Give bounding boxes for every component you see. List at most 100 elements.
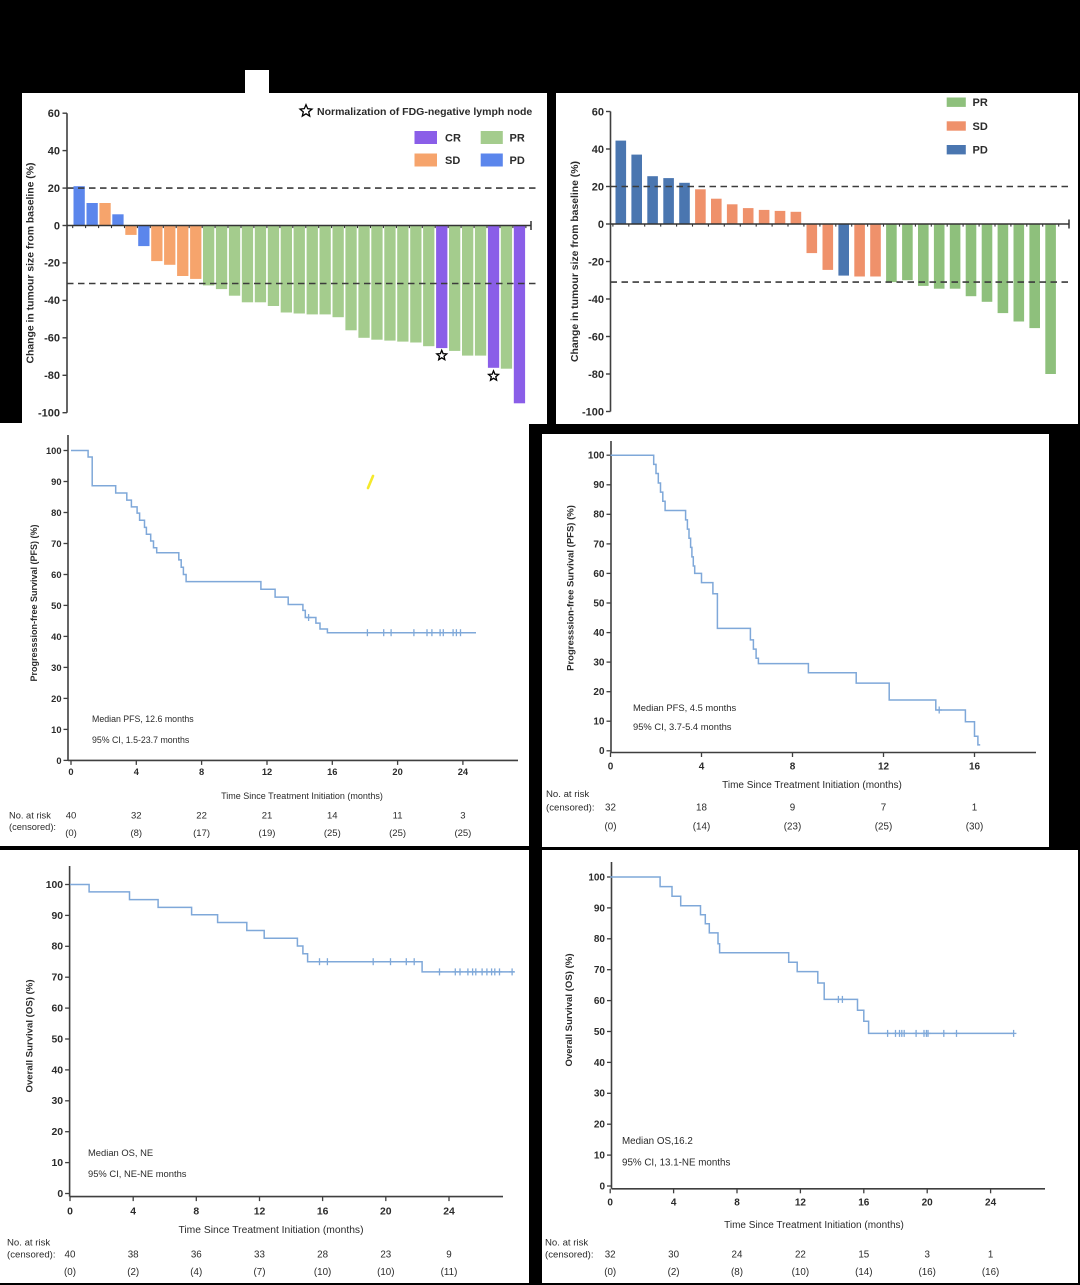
svg-text:PD: PD bbox=[973, 145, 988, 157]
svg-text:30: 30 bbox=[594, 1089, 606, 1100]
svg-text:60: 60 bbox=[51, 570, 61, 580]
svg-text:60: 60 bbox=[48, 108, 60, 120]
svg-text:50: 50 bbox=[52, 1034, 64, 1045]
svg-text:40: 40 bbox=[66, 811, 77, 822]
svg-text:20: 20 bbox=[592, 181, 604, 193]
svg-text:9: 9 bbox=[790, 803, 795, 814]
svg-text:No. at risk: No. at risk bbox=[7, 1238, 50, 1249]
svg-text:90: 90 bbox=[51, 477, 61, 487]
svg-text:12: 12 bbox=[262, 767, 272, 777]
svg-text:0: 0 bbox=[599, 1181, 605, 1192]
svg-text:11: 11 bbox=[393, 811, 403, 822]
svg-text:10: 10 bbox=[594, 1151, 606, 1162]
svg-text:38: 38 bbox=[128, 1250, 139, 1261]
svg-text:1: 1 bbox=[988, 1250, 993, 1261]
svg-text:0: 0 bbox=[607, 1197, 613, 1208]
svg-text:32: 32 bbox=[605, 1250, 616, 1261]
svg-text:24: 24 bbox=[732, 1250, 743, 1261]
svg-text:95% CI, 3.7-5.4 months: 95% CI, 3.7-5.4 months bbox=[633, 721, 732, 732]
svg-text:100: 100 bbox=[46, 446, 62, 456]
svg-text:4: 4 bbox=[671, 1197, 677, 1208]
svg-text:16: 16 bbox=[858, 1197, 870, 1208]
svg-text:(censored):: (censored): bbox=[546, 803, 595, 814]
svg-text:(10): (10) bbox=[377, 1267, 394, 1278]
svg-text:8: 8 bbox=[734, 1197, 740, 1208]
svg-text:10: 10 bbox=[52, 1158, 64, 1169]
svg-text:40: 40 bbox=[593, 628, 605, 639]
svg-text:(2): (2) bbox=[127, 1267, 139, 1278]
svg-text:4: 4 bbox=[130, 1207, 136, 1218]
svg-text:33: 33 bbox=[254, 1250, 265, 1261]
svg-text:30: 30 bbox=[52, 1096, 64, 1107]
svg-text:(0): (0) bbox=[604, 1267, 616, 1278]
svg-text:100: 100 bbox=[588, 872, 605, 883]
svg-text:-60: -60 bbox=[588, 331, 604, 343]
svg-text:21: 21 bbox=[262, 811, 273, 822]
svg-text:50: 50 bbox=[51, 601, 61, 611]
svg-text:3: 3 bbox=[460, 811, 465, 822]
svg-text:CR: CR bbox=[445, 133, 461, 145]
svg-text:-80: -80 bbox=[44, 370, 60, 382]
svg-text:8: 8 bbox=[193, 1207, 199, 1218]
svg-text:32: 32 bbox=[605, 803, 616, 814]
svg-text:Change in tumour size from bas: Change in tumour size from baseline (%) bbox=[570, 161, 581, 362]
svg-text:0: 0 bbox=[68, 767, 73, 777]
svg-text:80: 80 bbox=[593, 510, 605, 521]
svg-text:12: 12 bbox=[254, 1207, 266, 1218]
svg-text:10: 10 bbox=[51, 725, 61, 735]
svg-text:(8): (8) bbox=[731, 1267, 743, 1278]
svg-text:Median OS, NE: Median OS, NE bbox=[88, 1147, 153, 1158]
svg-text:100: 100 bbox=[588, 451, 605, 462]
svg-text:90: 90 bbox=[593, 480, 605, 491]
svg-text:24: 24 bbox=[443, 1207, 455, 1218]
svg-text:0: 0 bbox=[608, 762, 614, 773]
svg-text:16: 16 bbox=[327, 767, 337, 777]
svg-text:100: 100 bbox=[46, 880, 64, 891]
svg-text:60: 60 bbox=[594, 996, 606, 1007]
svg-text:(19): (19) bbox=[259, 828, 276, 839]
svg-text:(0): (0) bbox=[65, 828, 77, 839]
svg-text:(2): (2) bbox=[668, 1267, 680, 1278]
svg-text:(4): (4) bbox=[190, 1267, 202, 1278]
svg-text:80: 80 bbox=[52, 942, 64, 953]
svg-text:(censored):: (censored): bbox=[545, 1250, 594, 1261]
svg-text:4: 4 bbox=[134, 767, 140, 777]
svg-text:70: 70 bbox=[52, 973, 64, 984]
svg-text:-100: -100 bbox=[38, 408, 60, 420]
svg-text:SD: SD bbox=[973, 121, 988, 133]
svg-text:Time Since Treatment Initiatio: Time Since Treatment Initiation (months) bbox=[722, 780, 902, 791]
svg-text:3: 3 bbox=[924, 1250, 930, 1261]
svg-text:12: 12 bbox=[878, 762, 890, 773]
svg-text:24: 24 bbox=[458, 767, 469, 777]
svg-text:(25): (25) bbox=[875, 822, 892, 833]
svg-text:10: 10 bbox=[593, 717, 605, 728]
svg-text:Progresssion-free Survival (PF: Progresssion-free Survival (PFS) (%) bbox=[566, 505, 577, 671]
svg-text:0: 0 bbox=[54, 220, 60, 232]
svg-text:Median OS,16.2: Median OS,16.2 bbox=[622, 1136, 693, 1147]
svg-text:-40: -40 bbox=[588, 294, 604, 306]
svg-text:(8): (8) bbox=[130, 828, 142, 839]
svg-text:Time Since Treatment Initiatio: Time Since Treatment Initiation (months) bbox=[221, 791, 383, 801]
svg-text:(censored):: (censored): bbox=[9, 822, 56, 832]
svg-text:(10): (10) bbox=[792, 1267, 809, 1278]
svg-text:(16): (16) bbox=[982, 1267, 999, 1278]
svg-text:30: 30 bbox=[593, 658, 605, 669]
svg-text:Overall Survival (OS) (%): Overall Survival (OS) (%) bbox=[25, 979, 36, 1092]
svg-text:(10): (10) bbox=[314, 1267, 331, 1278]
svg-text:Time Since Treatment Initiatio: Time Since Treatment Initiation (months) bbox=[724, 1220, 904, 1231]
svg-text:70: 70 bbox=[594, 965, 606, 976]
svg-text:22: 22 bbox=[795, 1250, 806, 1261]
svg-text:60: 60 bbox=[52, 1004, 64, 1015]
svg-text:95% CI, 13.1-NE months: 95% CI, 13.1-NE months bbox=[622, 1158, 730, 1169]
svg-text:40: 40 bbox=[594, 1058, 606, 1069]
svg-text:70: 70 bbox=[51, 539, 61, 549]
svg-text:Time Since Treatment Initiatio: Time Since Treatment Initiation (months) bbox=[178, 1225, 363, 1236]
svg-text:(7): (7) bbox=[254, 1267, 266, 1278]
svg-text:0: 0 bbox=[599, 746, 605, 757]
svg-text:23: 23 bbox=[380, 1250, 391, 1261]
svg-text:-40: -40 bbox=[44, 295, 60, 307]
svg-text:50: 50 bbox=[594, 1027, 606, 1038]
svg-text:(23): (23) bbox=[784, 822, 801, 833]
svg-text:80: 80 bbox=[594, 934, 606, 945]
svg-text:20: 20 bbox=[52, 1127, 64, 1138]
